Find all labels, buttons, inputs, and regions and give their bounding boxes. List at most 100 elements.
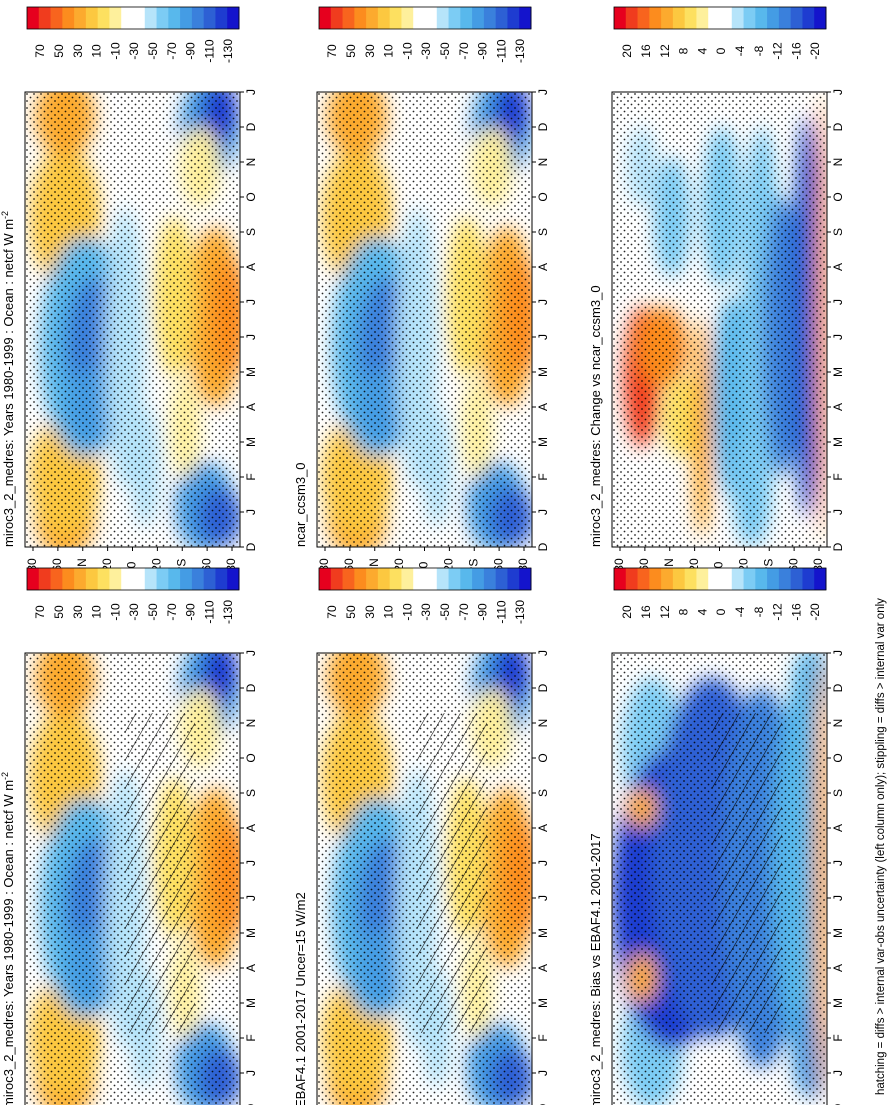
colorbar-swatch <box>802 568 815 590</box>
colorbar-tick-label: -50 <box>146 42 160 60</box>
colorbar-swatch <box>661 7 674 29</box>
colorbar-swatch <box>168 568 181 590</box>
month-tick-label: M <box>244 998 258 1008</box>
colorbar-swatch <box>661 568 674 590</box>
colorbar-tick-label: 20 <box>620 605 634 619</box>
title-superscript: -2 <box>0 772 10 780</box>
colorbar-tick-label: -12 <box>771 42 785 60</box>
colorbar-swatch <box>389 7 402 29</box>
colorbar-swatch <box>74 568 87 590</box>
colorbar-swatch <box>460 568 473 590</box>
month-tick-label: J <box>244 89 258 95</box>
month-tick-label: S <box>244 789 258 797</box>
colorbar-swatch <box>38 568 52 590</box>
month-tick-label: D <box>536 1103 550 1105</box>
panel-title: miroc3_2_medres: Change vs ncar_ccsm3_0 <box>588 285 603 547</box>
colorbar-tick-label: -16 <box>789 42 803 60</box>
month-tick-label: M <box>831 928 845 938</box>
month-tick-label: A <box>536 403 550 411</box>
colorbar-swatch <box>342 568 355 590</box>
colorbar-swatch <box>227 568 240 590</box>
colorbar-swatch <box>472 7 485 29</box>
colorbar-swatch <box>614 568 627 590</box>
month-tick-label: M <box>244 928 258 938</box>
month-tick-label: O <box>831 192 845 201</box>
stippling <box>612 92 827 547</box>
month-tick-label: M <box>831 998 845 1008</box>
colorbar-tick-label: 10 <box>382 605 396 619</box>
colorbar-tick-label: -110 <box>202 600 216 623</box>
month-tick-label: D <box>831 1103 845 1105</box>
colorbar-tick-label: -4 <box>733 606 747 617</box>
colorbar-tick-label: 30 <box>363 44 377 58</box>
colorbar-swatch <box>731 568 745 590</box>
colorbar-swatch <box>62 7 75 29</box>
month-tick-label: D <box>244 542 258 551</box>
colorbar-tick-label: -10 <box>400 603 414 621</box>
colorbar-swatch <box>144 568 158 590</box>
colorbar-swatch <box>354 7 367 29</box>
colorbar-tick-label: -10 <box>108 42 122 60</box>
colorbar-tick-label: 70 <box>33 44 47 58</box>
lat-tick-label: 0 <box>712 561 726 568</box>
month-tick-label: F <box>536 473 550 480</box>
colorbar-tick-label: -110 <box>202 39 216 62</box>
colorbar-swatch <box>27 568 40 590</box>
month-tick-label: J <box>831 1070 845 1076</box>
month-tick-label: S <box>831 228 845 236</box>
month-tick-label: D <box>536 542 550 551</box>
colorbar-swatch <box>133 7 146 29</box>
colorbar-swatch <box>215 568 228 590</box>
month-tick-label: A <box>536 263 550 271</box>
colorbar-swatch <box>755 568 768 590</box>
colorbar-swatch <box>684 568 697 590</box>
month-tick-label: J <box>831 89 845 95</box>
colorbar-swatch <box>625 568 639 590</box>
colorbar-swatch <box>720 568 733 590</box>
colorbar-swatch <box>448 568 461 590</box>
colorbar-swatch <box>495 568 508 590</box>
colorbar-frame <box>613 567 827 591</box>
month-tick-label: J <box>536 509 550 515</box>
colorbar-swatch <box>814 7 827 29</box>
colorbar-swatch <box>62 568 75 590</box>
colorbar-tick-label: -130 <box>513 600 527 624</box>
colorbar-swatch <box>436 7 450 29</box>
colorbar-swatch <box>85 568 99 590</box>
colorbar-tick-label: -30 <box>127 42 141 60</box>
colorbar-swatch <box>755 7 768 29</box>
month-tick-label: O <box>536 753 550 762</box>
colorbar-tick-label: 10 <box>382 44 396 58</box>
colorbar-swatch <box>767 7 780 29</box>
month-tick-label: M <box>536 998 550 1008</box>
month-tick-label: J <box>536 895 550 901</box>
month-tick-label: J <box>831 509 845 515</box>
month-tick-label: J <box>536 1070 550 1076</box>
colorbar-tick-label: -16 <box>789 603 803 621</box>
colorbar-swatch <box>708 568 721 590</box>
colorbar-swatch <box>413 568 426 590</box>
colorbar-swatch <box>708 7 721 29</box>
colorbar-tick-label: 50 <box>344 605 358 619</box>
colorbar-tick-label: 0 <box>714 47 728 54</box>
colorbar-swatch <box>425 7 438 29</box>
colorbar-swatch <box>436 568 450 590</box>
colorbar-swatch <box>389 568 402 590</box>
month-tick-label: M <box>831 367 845 377</box>
colorbar-tick-label: 16 <box>639 44 653 58</box>
colorbar-tick-label: 30 <box>363 605 377 619</box>
hatching <box>125 713 195 1033</box>
colorbar-swatch <box>50 7 63 29</box>
month-tick-label: D <box>244 1103 258 1105</box>
month-tick-label: J <box>244 299 258 305</box>
colorbar-tick-label: -8 <box>752 606 766 617</box>
colorbar-tick-label: -10 <box>400 42 414 60</box>
colorbar-tick-label: -70 <box>457 42 471 60</box>
colorbar-swatch <box>790 7 803 29</box>
colorbar-swatch <box>203 568 216 590</box>
colorbar-swatch <box>778 7 792 29</box>
colorbar-tick-label: -130 <box>221 39 235 63</box>
colorbar-swatch <box>448 7 461 29</box>
colorbar-tick-label: 8 <box>677 47 691 54</box>
